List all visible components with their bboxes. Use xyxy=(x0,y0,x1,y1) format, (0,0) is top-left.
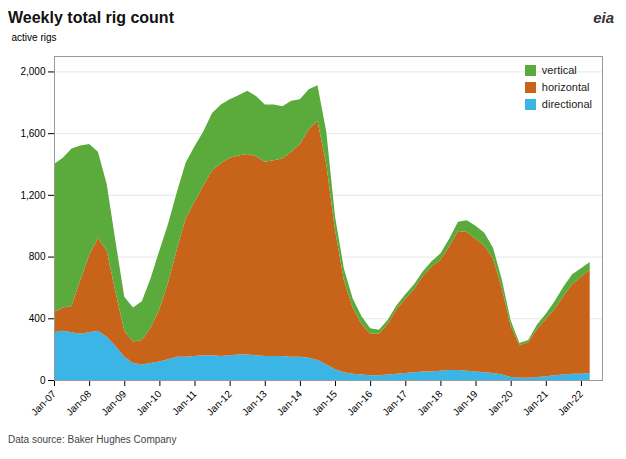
svg-text:Jan-13: Jan-13 xyxy=(240,388,270,418)
svg-text:2,000: 2,000 xyxy=(20,66,45,77)
html-text:eia: eia xyxy=(593,9,614,26)
svg-text:Jan-19: Jan-19 xyxy=(450,388,480,418)
svg-text:Jan-20: Jan-20 xyxy=(485,388,515,418)
svg-text:Jan-18: Jan-18 xyxy=(415,388,445,418)
svg-text:Jan-08: Jan-08 xyxy=(64,388,94,418)
svg-text:Jan-21: Jan-21 xyxy=(521,388,551,418)
svg-text:Jan-16: Jan-16 xyxy=(345,388,375,418)
svg-text:Jan-17: Jan-17 xyxy=(380,388,410,418)
svg-text:800: 800 xyxy=(29,251,46,262)
svg-text:Jan-22: Jan-22 xyxy=(556,388,586,418)
svg-text:Jan-11: Jan-11 xyxy=(170,388,199,417)
svg-text:Jan-14: Jan-14 xyxy=(275,388,305,418)
html-text:Data source: Baker Hughes Comp: Data source: Baker Hughes Company xyxy=(8,434,177,445)
html-text:vertical: vertical xyxy=(541,64,577,76)
svg-text:Jan-15: Jan-15 xyxy=(310,388,340,418)
svg-text:Jan-09: Jan-09 xyxy=(99,388,129,418)
html-text:directional: directional xyxy=(541,98,592,110)
svg-text:400: 400 xyxy=(29,313,46,324)
svg-text:Jan-10: Jan-10 xyxy=(134,388,164,418)
html-text:Weekly total rig count: Weekly total rig count xyxy=(8,9,174,26)
svg-text:Jan-12: Jan-12 xyxy=(204,388,234,418)
svg-text:1,200: 1,200 xyxy=(20,190,45,201)
svg-text:Jan-07: Jan-07 xyxy=(29,388,59,418)
svg-text:1,600: 1,600 xyxy=(20,128,45,139)
svg-text:active rigs: active rigs xyxy=(12,32,57,43)
html-text:horizontal: horizontal xyxy=(541,81,590,93)
svg-text:0: 0 xyxy=(40,375,46,386)
